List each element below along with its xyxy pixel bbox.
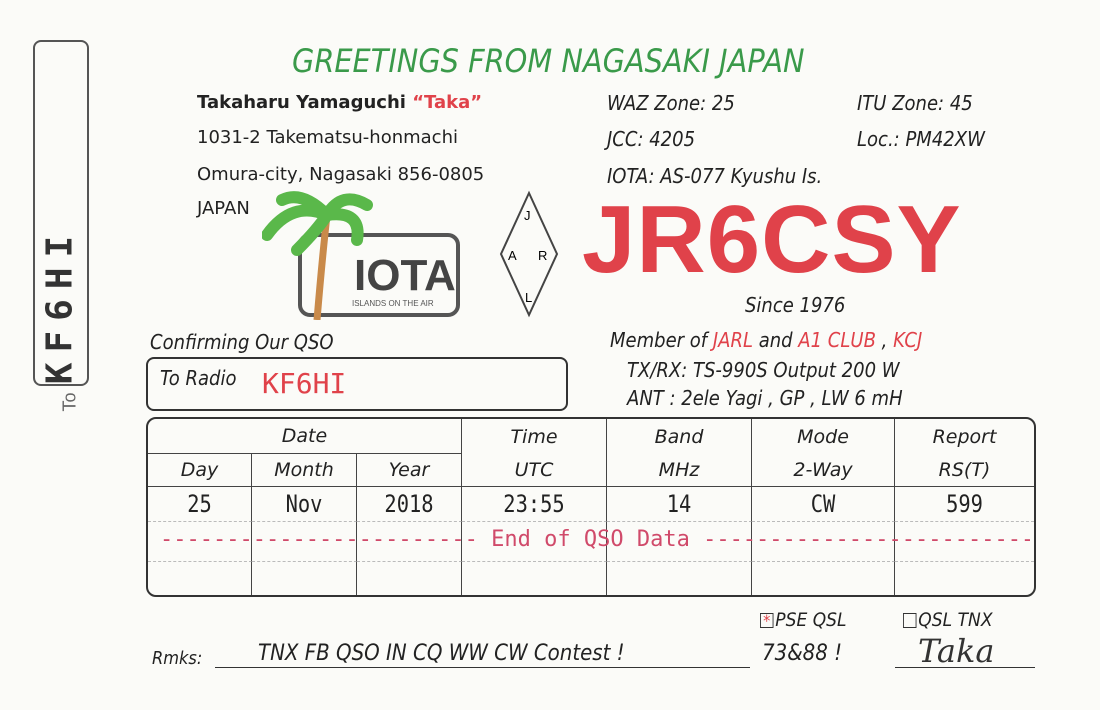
to-radio-callsign: KF6HI [262, 367, 347, 400]
header-time: Time [462, 419, 607, 454]
iota-ref: IOTA: AS-077 Kyushu Is. [607, 164, 823, 188]
cell-rst: 599 [946, 490, 983, 518]
locator: Loc.: PM42XW [857, 127, 985, 151]
a1club: A1 CLUB [798, 328, 876, 352]
qsl-tnx: QSL TNX [903, 609, 993, 631]
address-line-1: 1031-2 Takematsu-honmachi [197, 127, 458, 148]
pse-qsl: * PSE QSL [760, 609, 847, 631]
closing-text: 73&88 ! [762, 641, 843, 666]
header-band: Band [607, 419, 752, 454]
iota-logo: IOTA ISLANDS ON THE AIR [262, 191, 460, 320]
waz-zone: WAZ Zone: 25 [607, 91, 735, 115]
rig-info: TX/RX: TS-990S Output 200 W [627, 358, 900, 382]
cell-mode: CW [810, 490, 836, 518]
kcj: KCJ [893, 328, 923, 352]
header-report: Report [932, 425, 997, 448]
jcc: JCC: 4205 [607, 127, 696, 151]
operator-name: Takaharu Yamaguchi “Taka” [197, 92, 482, 113]
svg-text:L: L [525, 290, 532, 305]
cell-year: 2018 [384, 490, 434, 518]
header-rst: RS(T) [895, 454, 1034, 487]
to-radio-label: To Radio [160, 366, 237, 390]
to-callsign: KF6HI [39, 225, 81, 385]
header-day: Day [148, 454, 252, 487]
header-mhz: MHz [607, 454, 752, 487]
name: Takaharu Yamaguchi [197, 92, 406, 113]
nick: “Taka” [412, 92, 483, 113]
cell-band: 14 [666, 490, 692, 518]
itu-zone: ITU Zone: 45 [857, 91, 973, 115]
to-call-box [33, 40, 89, 386]
iota-subtext: ISLANDS ON THE AIR [352, 299, 434, 308]
table-row: 25 Nov 2018 23:55 14 CW 599 [148, 487, 1034, 522]
country: JAPAN [197, 198, 250, 219]
iota-text: IOTA [354, 251, 456, 300]
jarl-logo: J A R L [499, 190, 559, 318]
qso-table: Date Time Band Mode Report Day Month Yea… [146, 417, 1036, 597]
remarks-text: TNX FB QSO IN CQ WW CW Contest ! [258, 641, 625, 666]
pse-qsl-checkbox: * [760, 613, 774, 629]
cell-day: 25 [187, 490, 212, 518]
station-callsign: JR6CSY [582, 186, 962, 293]
header-year: Year [357, 454, 462, 487]
antenna-info: ANT : 2ele Yagi , GP , LW 6 mH [627, 386, 903, 410]
header-date: Date [148, 419, 462, 454]
to-radio-box [146, 357, 568, 411]
qsl-tnx-checkbox [903, 613, 917, 628]
end-of-qso: ------------------------ End of QSO Data… [160, 527, 1030, 552]
address-line-2: Omura-city, Nagasaki 856-0805 [197, 164, 485, 185]
confirming-label: Confirming Our QSO [150, 330, 334, 354]
membership: Member of JARL and A1 CLUB , KCJ [610, 328, 923, 352]
header-utc: UTC [462, 454, 607, 487]
svg-text:A: A [508, 248, 517, 263]
since-year: Since 1976 [745, 293, 846, 317]
cell-month: Nov [285, 490, 323, 518]
to-label: To [59, 392, 80, 412]
svg-text:R: R [538, 248, 547, 263]
header-mode: Mode [752, 419, 895, 454]
jarl-link: JARL [712, 328, 754, 352]
signature: Taka [918, 632, 995, 670]
remarks-label: Rmks: [152, 648, 203, 669]
header-2way: 2-Way [752, 454, 895, 487]
header-month: Month [252, 454, 357, 487]
greeting-title: GREETINGS FROM NAGASAKI JAPAN [292, 42, 805, 80]
signature-line [895, 640, 1035, 668]
remarks-line [215, 640, 750, 668]
cell-utc: 23:55 [503, 490, 565, 518]
svg-text:J: J [524, 208, 531, 223]
